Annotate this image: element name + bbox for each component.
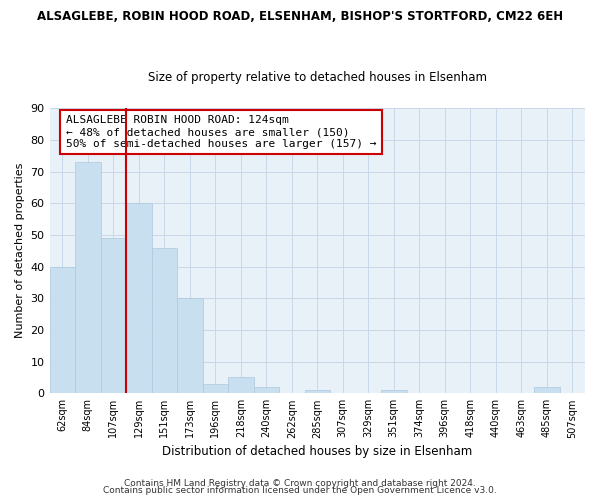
- Bar: [101, 238, 126, 394]
- Bar: [152, 248, 177, 394]
- Bar: [50, 266, 75, 394]
- Bar: [534, 387, 560, 394]
- Text: Contains HM Land Registry data © Crown copyright and database right 2024.: Contains HM Land Registry data © Crown c…: [124, 478, 476, 488]
- X-axis label: Distribution of detached houses by size in Elsenham: Distribution of detached houses by size …: [162, 444, 472, 458]
- Bar: [305, 390, 330, 394]
- Text: ALSAGLEBE, ROBIN HOOD ROAD, ELSENHAM, BISHOP'S STORTFORD, CM22 6EH: ALSAGLEBE, ROBIN HOOD ROAD, ELSENHAM, BI…: [37, 10, 563, 23]
- Title: Size of property relative to detached houses in Elsenham: Size of property relative to detached ho…: [148, 70, 487, 84]
- Text: Contains public sector information licensed under the Open Government Licence v3: Contains public sector information licen…: [103, 486, 497, 495]
- Bar: [177, 298, 203, 394]
- Bar: [203, 384, 228, 394]
- Bar: [126, 204, 152, 394]
- Text: ALSAGLEBE ROBIN HOOD ROAD: 124sqm
← 48% of detached houses are smaller (150)
50%: ALSAGLEBE ROBIN HOOD ROAD: 124sqm ← 48% …: [65, 116, 376, 148]
- Bar: [381, 390, 407, 394]
- Bar: [228, 378, 254, 394]
- Bar: [75, 162, 101, 394]
- Bar: [254, 387, 279, 394]
- Y-axis label: Number of detached properties: Number of detached properties: [15, 163, 25, 338]
